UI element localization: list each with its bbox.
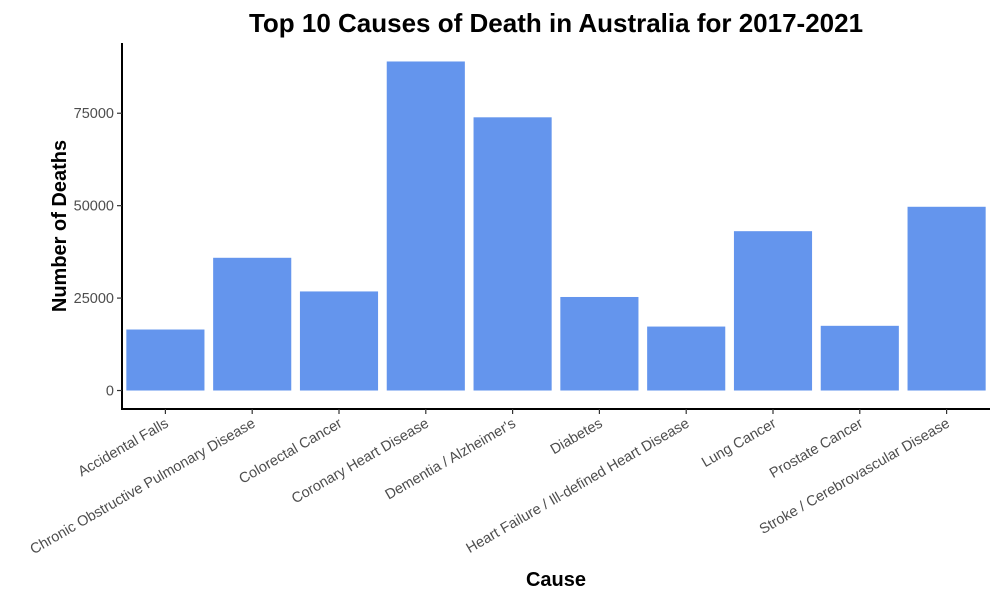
bar-7	[733, 231, 813, 391]
x-tick-label-3: Coronary Heart Disease	[289, 416, 432, 508]
bar-2	[299, 291, 379, 391]
y-tick-label-2: 50000	[74, 199, 114, 215]
x-tick-label-7: Lung Cancer	[699, 416, 779, 471]
y-tick-label-3: 75000	[74, 106, 114, 122]
bar-0	[126, 329, 205, 391]
x-axis-title: Cause	[526, 569, 586, 591]
bar-8	[820, 325, 899, 391]
bar-9	[907, 206, 986, 391]
bar-1	[213, 257, 292, 391]
bar-4	[473, 117, 552, 391]
bar-3	[386, 61, 465, 391]
bar-6	[647, 326, 726, 391]
y-axis-title: Number of Deaths	[49, 140, 71, 312]
y-tick-label-1: 25000	[74, 291, 114, 307]
y-ticks-layer: 0 25000 50000 75000	[74, 106, 122, 400]
chart-title: Top 10 Causes of Death in Australia for …	[249, 8, 863, 38]
y-tick-label-0: 0	[106, 384, 114, 400]
x-tick-label-5: Diabetes	[548, 416, 606, 458]
bar-5	[560, 296, 639, 391]
bars-layer	[126, 61, 986, 391]
